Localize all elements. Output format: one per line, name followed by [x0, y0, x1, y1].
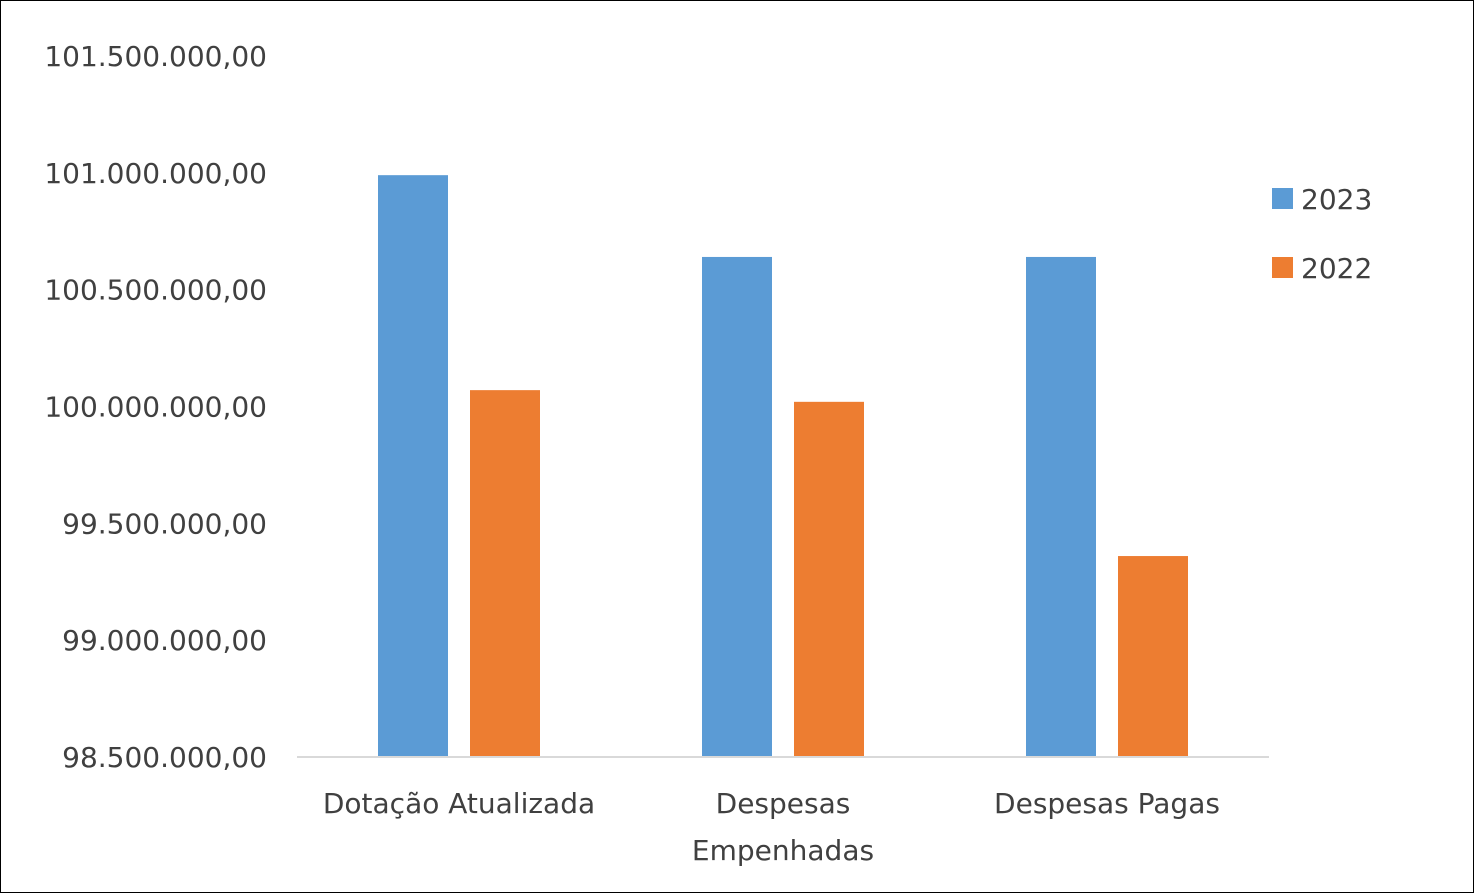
y-tick-label: 100.500.000,00: [44, 274, 267, 307]
bar-2023-2: [1026, 256, 1096, 757]
y-tick-label: 98.500.000,00: [62, 741, 267, 774]
y-tick-label: 99.500.000,00: [62, 507, 267, 540]
x-category-label: Despesas Pagas: [994, 787, 1220, 820]
legend-swatch-2022: [1272, 257, 1293, 278]
plot-area: [378, 175, 1188, 758]
legend: 2023 2022: [1272, 183, 1372, 285]
x-category-label: Despesas: [716, 787, 851, 820]
y-tick-label: 100.000.000,00: [44, 391, 267, 424]
bar-2023-0: [378, 175, 448, 758]
bar-2023-1: [702, 256, 772, 757]
x-category-label: Empenhadas: [692, 834, 874, 867]
legend-label: 2023: [1301, 183, 1372, 216]
x-category-label: Dotação Atualizada: [323, 787, 595, 820]
y-tick-label: 101.500.000,00: [44, 40, 267, 73]
legend-swatch-2023: [1272, 188, 1293, 209]
bar-2022-2: [1118, 556, 1188, 757]
y-tick-label: 99.000.000,00: [62, 624, 267, 657]
y-tick-label: 101.000.000,00: [44, 157, 267, 190]
x-axis: Dotação Atualizada Despesas Empenhadas Desp…: [323, 787, 1220, 867]
bar-2022-0: [470, 390, 540, 757]
y-axis: 101.500.000,00 101.000.000,00 100.500.000,…: [44, 40, 267, 774]
bar-2022-1: [794, 401, 864, 757]
legend-label: 2022: [1301, 252, 1372, 285]
